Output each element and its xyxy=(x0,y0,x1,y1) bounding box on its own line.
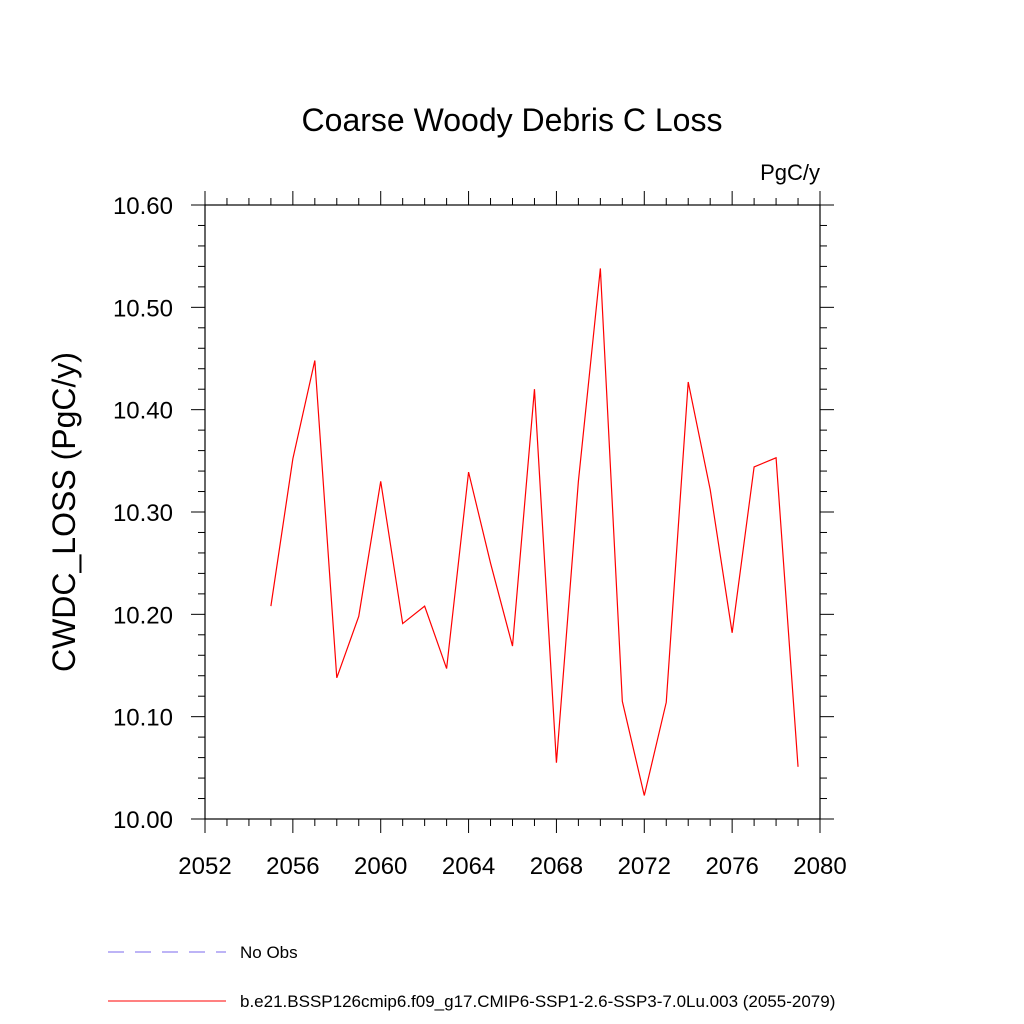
x-tick-label: 2072 xyxy=(618,853,671,880)
plot-frame xyxy=(204,204,821,820)
x-tick-label: 2068 xyxy=(530,853,583,880)
y-tick-label: 10.20 xyxy=(113,602,173,629)
axis-ticks xyxy=(191,191,834,833)
y-tick-label: 10.00 xyxy=(113,807,173,834)
y-tick-label: 10.60 xyxy=(113,193,173,220)
x-tick-label: 2080 xyxy=(793,853,846,880)
y-tick-label: 10.10 xyxy=(113,705,173,732)
chart-title: Coarse Woody Debris C Loss xyxy=(302,102,723,138)
x-tick-label: 2056 xyxy=(266,853,319,880)
legend: No Obs b.e21.BSSP126cmip6.f09_g17.CMIP6-… xyxy=(108,943,835,1011)
series-points xyxy=(269,267,799,797)
x-tick-label: 2052 xyxy=(178,853,231,880)
series-line xyxy=(270,268,799,796)
legend-label-model: b.e21.BSSP126cmip6.f09_g17.CMIP6-SSP1-2.… xyxy=(240,992,835,1011)
y-axis-label: CWDC_LOSS (PgC/y) xyxy=(46,352,82,672)
tick-labels: 2052 2056 2060 2064 2068 2072 2076 2080 10.00 10.… xyxy=(113,193,847,880)
y-tick-label: 10.40 xyxy=(113,398,173,425)
x-tick-label: 2076 xyxy=(705,853,758,880)
y-tick-label: 10.50 xyxy=(113,295,173,322)
units-label: PgC/y xyxy=(760,160,820,185)
y-tick-label: 10.30 xyxy=(113,500,173,527)
x-tick-label: 2064 xyxy=(442,853,495,880)
x-tick-label: 2060 xyxy=(354,853,407,880)
legend-label-no-obs: No Obs xyxy=(240,943,298,962)
